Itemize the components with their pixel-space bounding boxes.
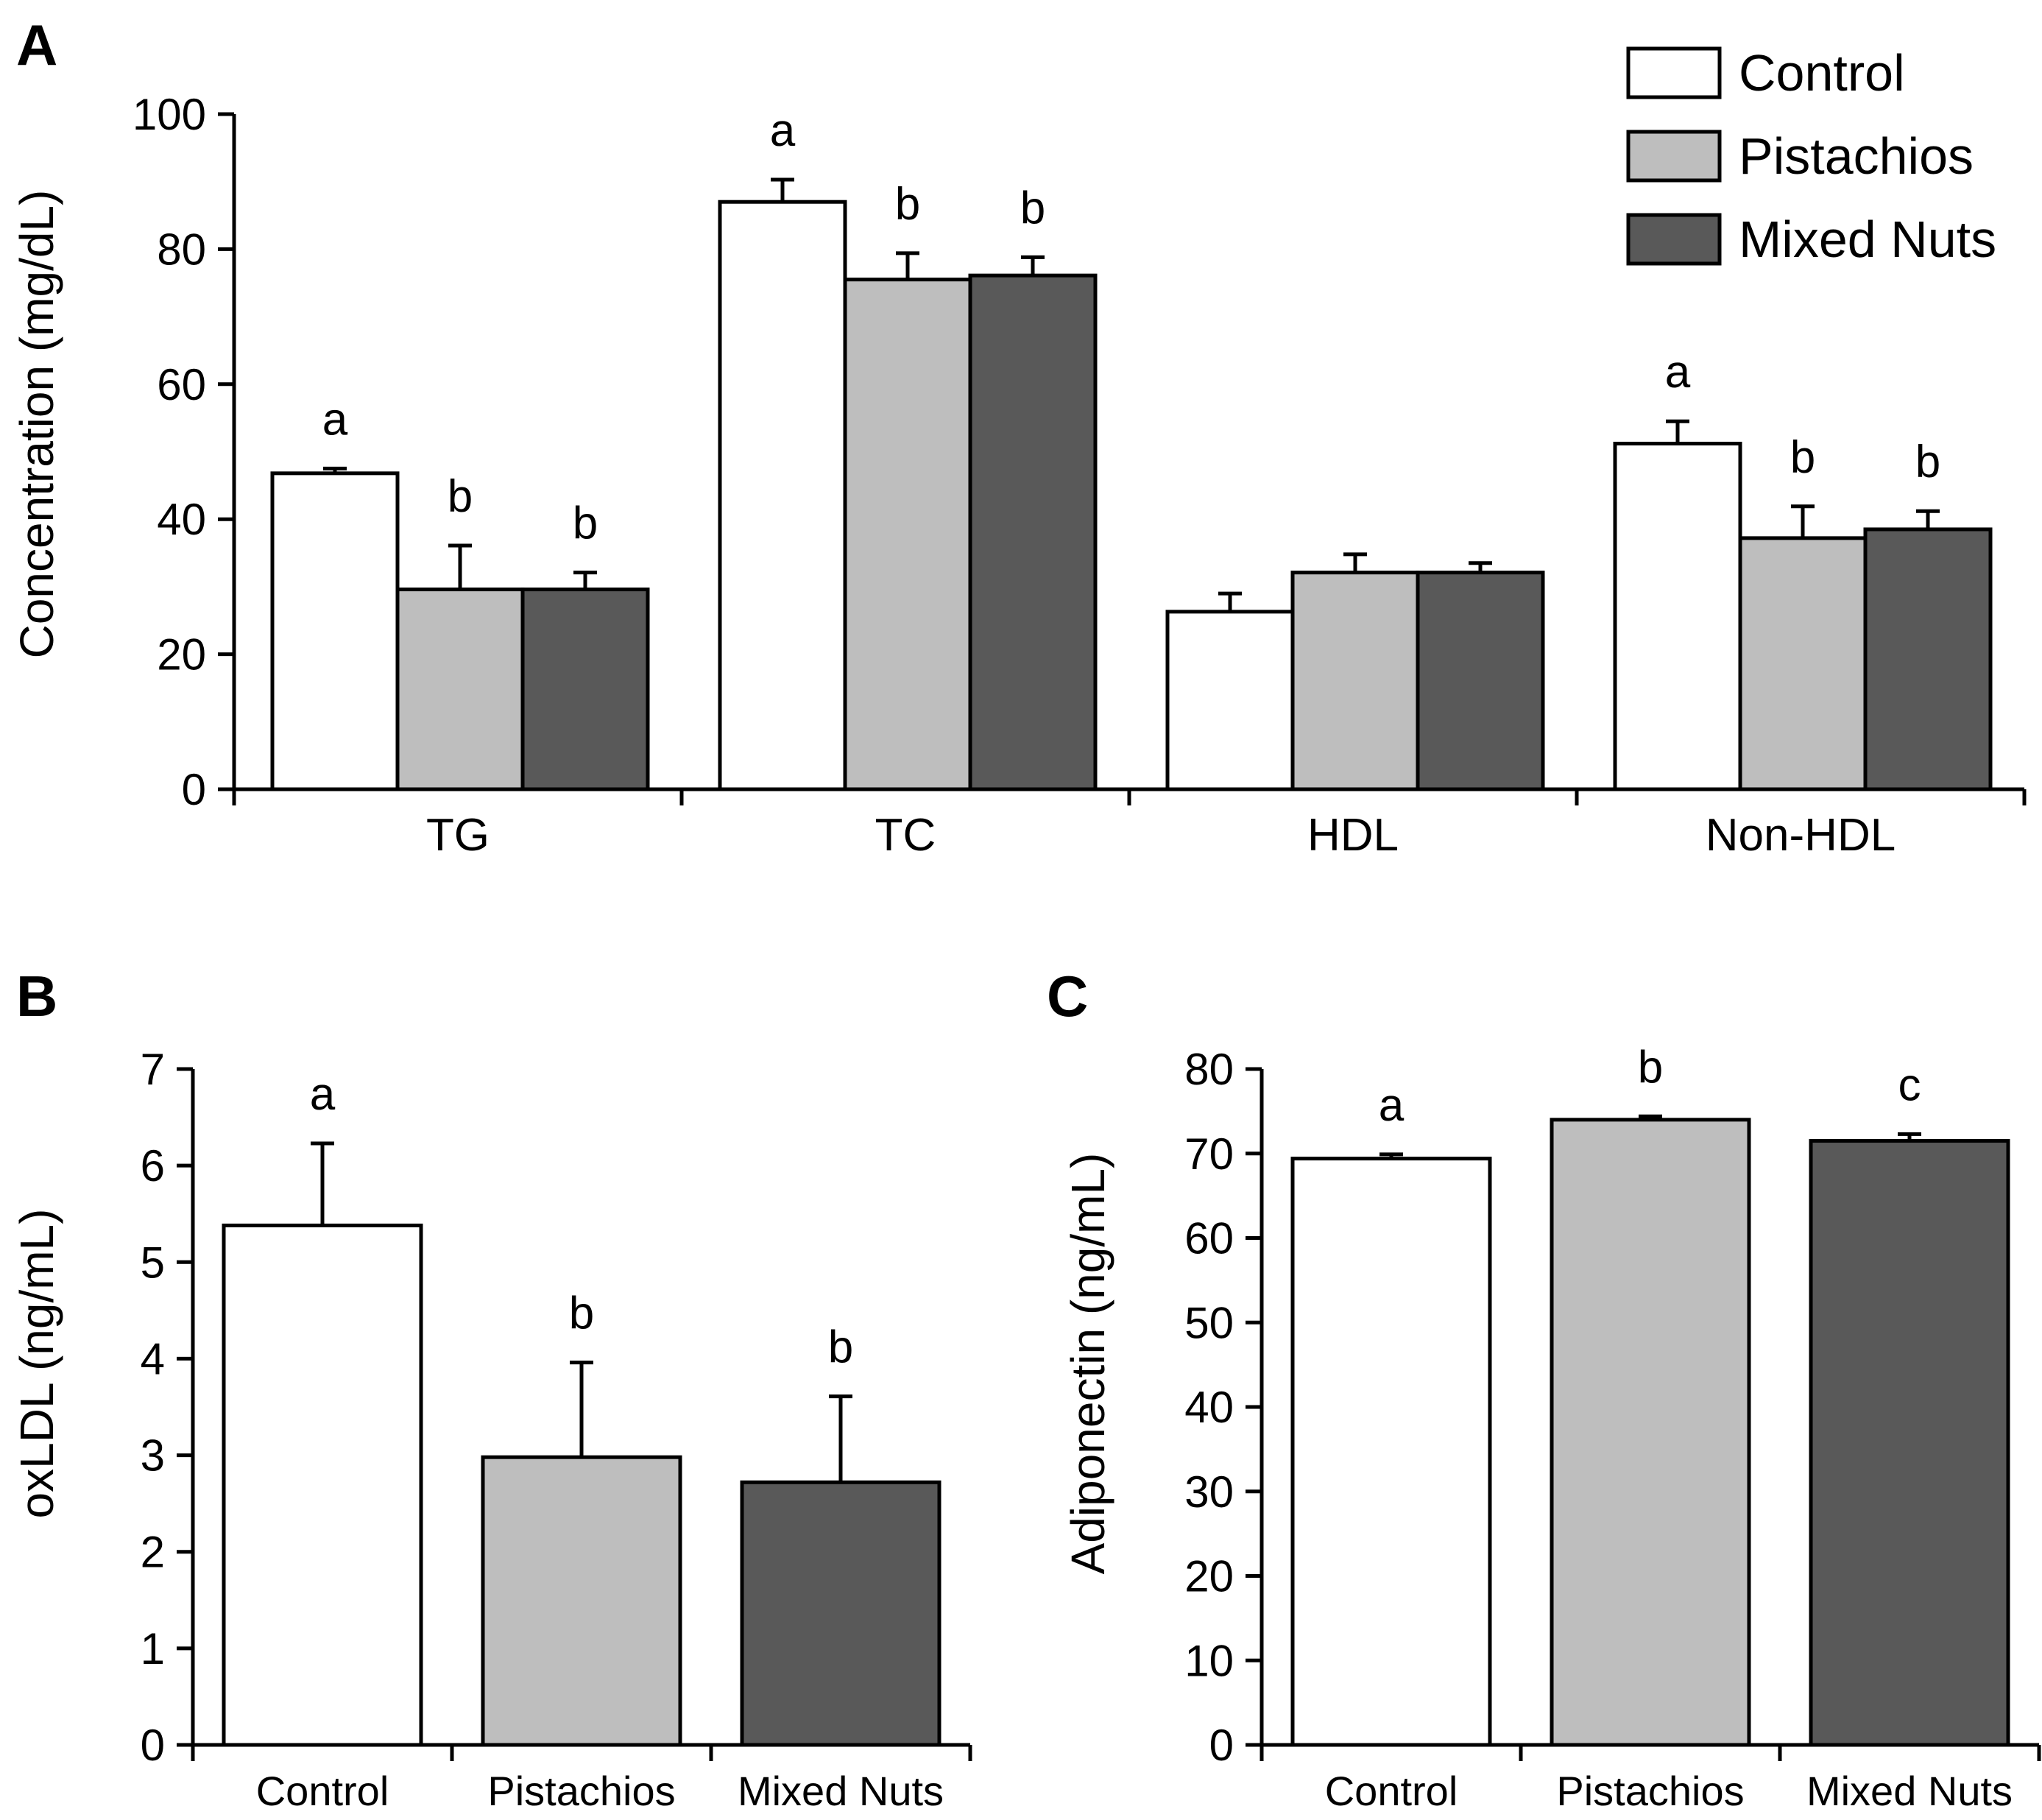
bar-non-hdl-mixed-nuts (1863, 527, 1993, 791)
significance-label-control: a (310, 1069, 336, 1120)
bar-mixed-nuts (740, 1480, 941, 1747)
bar-control (1290, 1157, 1492, 1747)
y-tick-label: 1 (141, 1624, 165, 1673)
legend: Control Pistachios Mixed Nuts (1626, 44, 1996, 268)
y-tick-label: 60 (157, 360, 206, 409)
y-tick-label: 100 (133, 90, 206, 139)
y-tick-label: 30 (1184, 1467, 1234, 1517)
legend-swatch-pistachios (1626, 130, 1722, 183)
significance-label-tg-mixed-nuts: b (573, 498, 598, 549)
y-tick-label: 5 (141, 1238, 165, 1287)
bar-control (222, 1223, 423, 1747)
bar-tc-mixed-nuts (968, 273, 1098, 791)
bar-pistachios (1550, 1118, 1751, 1747)
bar-tg-control (270, 471, 400, 791)
bar-mixed-nuts (1809, 1139, 2010, 1747)
bar-tg-mixed-nuts (520, 588, 650, 791)
x-category-label-non-hdl: Non-HDL (1706, 810, 1896, 861)
y-axis-title: Concentration (mg/dL) (10, 190, 63, 659)
panel-a: 0 20 40 60 80 100 TG TC HDL Non-HDL Concentration … (10, 13, 2027, 861)
y-tick-label: 7 (141, 1045, 165, 1094)
y-tick-label: 0 (141, 1721, 165, 1770)
bar-tg-pistachios (395, 588, 525, 791)
y-tick-label: 4 (141, 1334, 165, 1383)
significance-label-mixed-nuts: b (828, 1322, 853, 1373)
y-tick-label: 80 (1184, 1045, 1234, 1094)
y-tick-label: 60 (1184, 1214, 1234, 1263)
panel-letter: C (1047, 964, 1088, 1029)
y-tick-label: 3 (141, 1431, 165, 1481)
y-tick-label: 6 (141, 1141, 165, 1191)
legend-label-pistachios: Pistachios (1739, 127, 1974, 185)
y-tick-label: 20 (1184, 1552, 1234, 1601)
y-tick-label: 2 (141, 1528, 165, 1577)
x-category-label-mixed-nuts: Mixed Nuts (1806, 1768, 2013, 1814)
y-tick-label: 80 (157, 225, 206, 274)
bar-non-hdl-pistachios (1738, 536, 1868, 791)
x-category-label-control: Control (1325, 1768, 1458, 1814)
x-category-label-pistachios: Pistachios (1556, 1768, 1744, 1814)
x-category-label-control: Control (256, 1768, 389, 1814)
y-tick-label: 10 (1184, 1636, 1234, 1685)
significance-label-tg-pistachios: b (448, 471, 473, 522)
significance-label-non-hdl-pistachios: b (1790, 432, 1815, 483)
x-category-label-tc: TC (875, 810, 936, 861)
significance-label-tc-control: a (770, 105, 796, 156)
y-tick-label: 0 (1209, 1721, 1234, 1770)
significance-label-mixed-nuts: c (1898, 1059, 1921, 1110)
bar-hdl-mixed-nuts (1416, 571, 1545, 791)
y-tick-label: 0 (182, 765, 206, 814)
panel-letter: A (16, 13, 57, 77)
x-category-label-mixed-nuts: Mixed Nuts (738, 1768, 944, 1814)
x-category-label-tg: TG (426, 810, 490, 861)
bar-tc-control (718, 200, 847, 791)
significance-label-control: a (1379, 1080, 1405, 1131)
significance-label-tc-pistachios: b (895, 179, 920, 230)
y-tick-label: 40 (157, 495, 206, 544)
y-tick-label: 50 (1184, 1298, 1234, 1347)
y-tick-label: 20 (157, 630, 206, 680)
y-tick-label: 40 (1184, 1383, 1234, 1432)
significance-label-pistachios: b (569, 1288, 594, 1339)
y-axis-title: Adiponectin (ng/mL) (1061, 1153, 1114, 1575)
bar-hdl-pistachios (1290, 571, 1420, 791)
bar-pistachios (481, 1455, 682, 1747)
significance-label-pistachios: b (1638, 1042, 1663, 1093)
panel-b: 0 1 2 3 4 5 6 7 Control Pistachios Mixed Nuts oxLDL… (10, 964, 972, 1814)
legend-label-mixed-nuts: Mixed Nuts (1739, 211, 1996, 268)
bar-tc-pistachios (843, 278, 972, 791)
significance-label-tg-control: a (322, 394, 348, 445)
significance-label-tc-mixed-nuts: b (1020, 183, 1045, 233)
legend-label-control: Control (1739, 44, 1905, 102)
bar-non-hdl-control (1613, 441, 1742, 791)
x-category-label-pistachios: Pistachios (487, 1768, 675, 1814)
bar-hdl-control (1165, 610, 1295, 791)
y-tick-label: 70 (1184, 1129, 1234, 1179)
y-axis-title: oxLDL (ng/mL) (10, 1209, 63, 1519)
significance-label-non-hdl-control: a (1665, 347, 1691, 398)
x-category-label-hdl: HDL (1307, 810, 1399, 861)
legend-swatch-control (1626, 46, 1722, 99)
significance-label-non-hdl-mixed-nuts: b (1915, 437, 1940, 487)
panel-letter: B (16, 964, 57, 1029)
panel-c: 0 10 20 30 40 50 60 70 80 Control Pistachios Mixed … (1047, 964, 2041, 1814)
legend-swatch-mixed-nuts (1626, 213, 1722, 266)
